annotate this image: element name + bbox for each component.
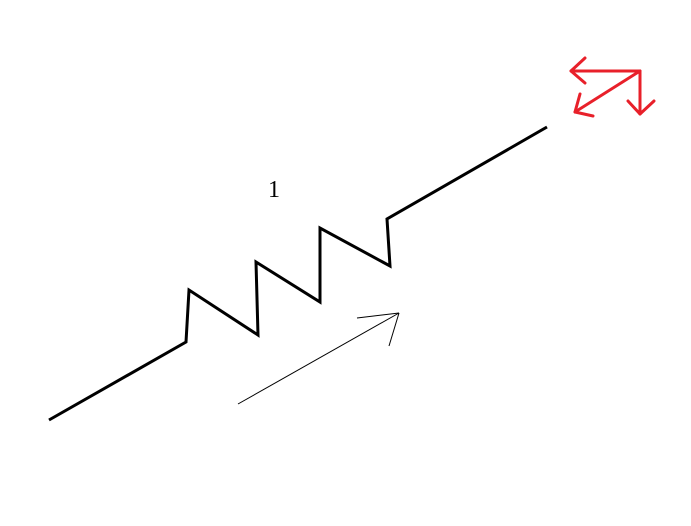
spring-label: 1 (268, 177, 280, 203)
force-arrow-resultant (573, 69, 642, 114)
direction-arrow-head-left (356, 312, 400, 319)
arrow-up-right-icon (237, 312, 400, 405)
force-arrow-vertical-head (626, 99, 656, 116)
force-arrow-resultant-head (573, 92, 595, 118)
direction-arrow-shaft (237, 312, 400, 405)
direction-arrow-head-right (388, 312, 400, 347)
spring-zigzag (48, 125, 548, 422)
force-components-arrows-icon (569, 56, 656, 118)
force-arrow-horizontal-head (569, 56, 587, 85)
